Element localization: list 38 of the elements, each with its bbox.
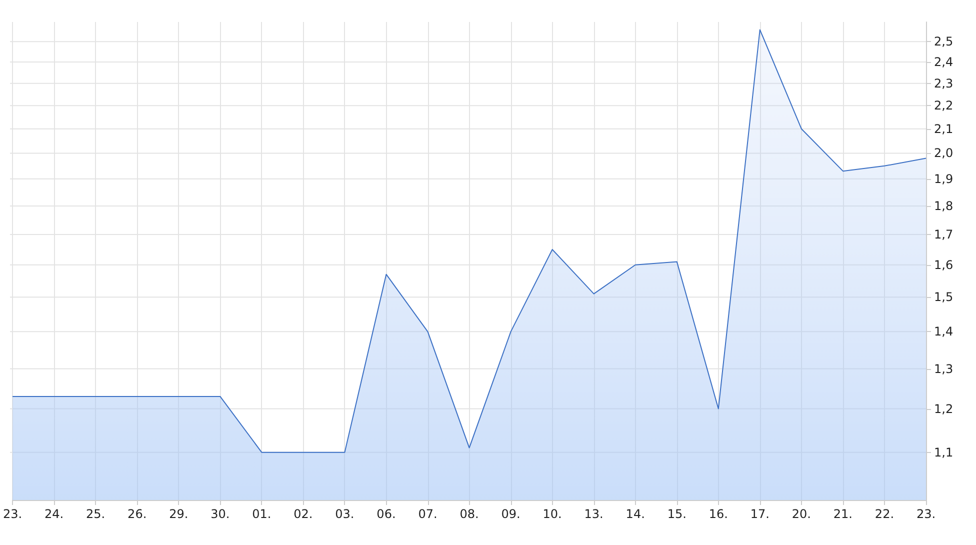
x-tick-label: 13. (584, 507, 604, 521)
x-tick-label: 08. (460, 507, 479, 521)
y-tick-label: 1,6 (934, 258, 954, 272)
x-tick-label: 01. (252, 507, 272, 521)
y-tick-label: 2,0 (934, 146, 954, 160)
x-tick-label: 29. (169, 507, 188, 521)
x-tick-label: 10. (542, 507, 562, 521)
y-tick-label: 1,5 (934, 290, 954, 304)
x-tick-label: 09. (501, 507, 520, 521)
x-tick-label: 20. (792, 507, 811, 521)
y-tick-label: 1,7 (934, 228, 954, 242)
y-tick-label: 2,3 (934, 76, 954, 90)
y-tick-label: 1,2 (934, 402, 954, 416)
x-tick-label: 26. (128, 507, 147, 521)
x-tick-label: 16. (708, 507, 728, 521)
y-tick-label: 1,9 (934, 172, 954, 186)
y-tick-label: 1,1 (934, 445, 954, 460)
y-tick-label: 1,3 (934, 362, 954, 376)
x-tick-label: 15. (667, 507, 686, 521)
x-tick-label: 03. (335, 507, 354, 521)
y-tick-label: 1,8 (934, 198, 954, 213)
x-tick-label: 06. (376, 507, 396, 521)
y-tick-label: 2,1 (934, 122, 954, 136)
y-tick-label: 2,4 (934, 55, 954, 70)
x-tick-label: 23. (916, 507, 936, 521)
x-tick-label: 17. (750, 507, 770, 521)
y-tick-label: 2,2 (934, 98, 954, 113)
x-tick-label: 07. (418, 507, 438, 521)
x-tick-label: 25. (86, 507, 106, 521)
x-tick-label: 22. (874, 507, 894, 521)
x-tick-label: 21. (833, 507, 853, 521)
y-tick-label: 2,5 (934, 34, 954, 49)
y-tick-label: 1,4 (934, 324, 954, 339)
x-tick-label: 14. (626, 507, 645, 521)
x-tick-label: 24. (44, 507, 64, 521)
x-tick-label: 23. (2, 507, 22, 521)
x-tick-label: 02. (294, 507, 313, 521)
x-tick-label: 30. (210, 507, 230, 521)
